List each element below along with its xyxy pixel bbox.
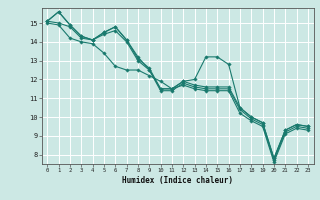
X-axis label: Humidex (Indice chaleur): Humidex (Indice chaleur) bbox=[122, 176, 233, 185]
